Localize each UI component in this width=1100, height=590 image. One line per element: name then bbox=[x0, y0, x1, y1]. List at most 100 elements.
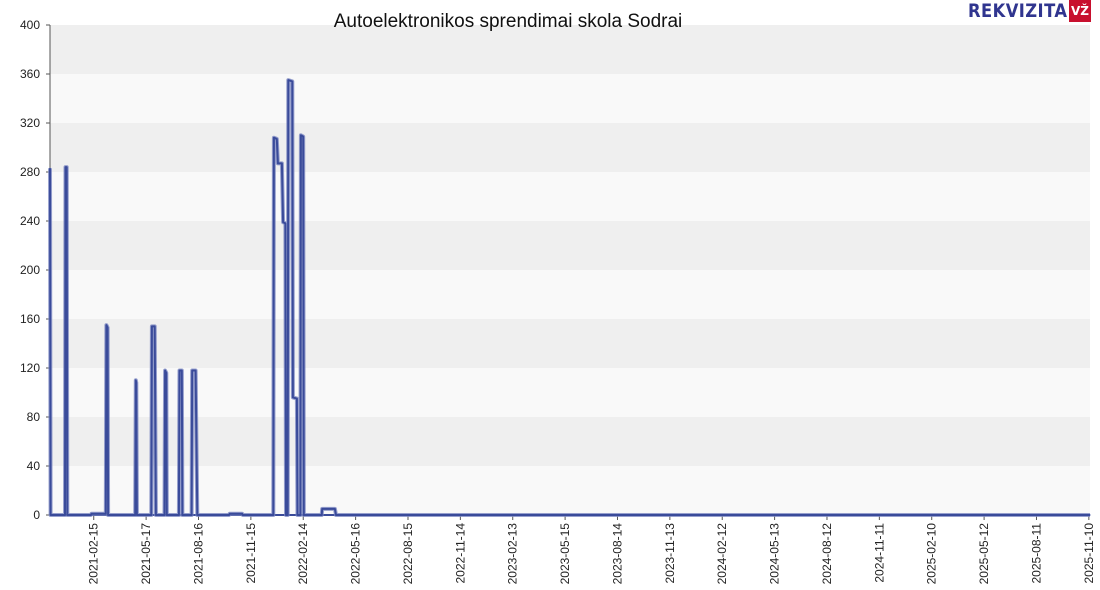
data-point bbox=[321, 514, 323, 516]
data-point bbox=[272, 514, 274, 516]
y-tick-label: 240 bbox=[20, 214, 40, 228]
data-point bbox=[276, 138, 278, 140]
data-point bbox=[150, 514, 152, 516]
y-tick-label: 40 bbox=[27, 459, 41, 473]
data-point bbox=[302, 135, 304, 138]
x-tick-label: 2024-11-11 bbox=[872, 523, 886, 583]
y-tick-label: 120 bbox=[20, 361, 40, 375]
data-point bbox=[281, 162, 283, 164]
x-tick-label: 2021-08-16 bbox=[191, 523, 205, 585]
y-tick-label: 80 bbox=[27, 410, 41, 424]
data-point bbox=[334, 508, 336, 510]
data-point bbox=[107, 327, 109, 329]
y-tick-label: 0 bbox=[33, 508, 40, 522]
x-tick-label: 2022-08-15 bbox=[401, 523, 415, 585]
x-tick-label: 2022-11-14 bbox=[453, 523, 467, 584]
data-point bbox=[296, 514, 299, 516]
x-tick-label: 2024-05-13 bbox=[768, 523, 782, 585]
data-point bbox=[284, 222, 286, 224]
data-point bbox=[228, 514, 230, 516]
y-tick-label: 280 bbox=[20, 165, 40, 179]
data-point bbox=[136, 514, 138, 516]
x-tick-label: 2025-02-10 bbox=[925, 523, 939, 585]
grid-band bbox=[50, 221, 1090, 270]
data-point bbox=[287, 514, 289, 516]
grid-band bbox=[50, 319, 1090, 368]
data-point bbox=[64, 166, 67, 168]
data-point bbox=[300, 134, 302, 136]
data-point bbox=[241, 513, 243, 515]
x-tick-label: 2025-08-11 bbox=[1029, 523, 1043, 584]
data-point bbox=[64, 514, 66, 516]
logo-text: REKVIZITAI bbox=[968, 0, 1074, 22]
x-tick-label: 2021-05-17 bbox=[139, 523, 153, 585]
data-point bbox=[242, 514, 244, 516]
series-layer bbox=[48, 78, 1091, 517]
x-tick-label: 2022-05-16 bbox=[349, 523, 363, 585]
data-point bbox=[299, 514, 301, 516]
data-point bbox=[292, 396, 294, 398]
data-point bbox=[191, 369, 193, 372]
data-point bbox=[135, 379, 137, 381]
x-tick-label: 2021-11-15 bbox=[244, 523, 258, 584]
data-point bbox=[90, 513, 92, 515]
data-point bbox=[277, 162, 279, 164]
data-point bbox=[107, 514, 109, 516]
y-tick-label: 400 bbox=[20, 18, 40, 32]
data-point bbox=[50, 514, 52, 516]
x-tick-label: 2021-02-15 bbox=[87, 523, 101, 585]
x-tick-label: 2023-11-13 bbox=[663, 523, 677, 584]
grid-band bbox=[50, 417, 1090, 466]
data-point bbox=[1089, 514, 1091, 516]
data-point bbox=[166, 514, 168, 516]
data-point bbox=[154, 325, 156, 327]
x-tick-label: 2023-05-15 bbox=[558, 523, 572, 585]
data-point bbox=[191, 514, 193, 516]
data-point bbox=[321, 508, 323, 510]
logo-badge: VŽ bbox=[1069, 0, 1091, 22]
rekvizitai-logo[interactable]: REKVIZITAI VŽ bbox=[968, 0, 1091, 22]
grid-band bbox=[50, 25, 1090, 74]
x-tick-label: 2024-08-12 bbox=[820, 523, 834, 585]
data-point bbox=[49, 167, 51, 169]
data-point bbox=[66, 514, 68, 516]
data-point bbox=[181, 514, 183, 516]
data-point bbox=[163, 514, 166, 516]
x-tick-label: 2025-05-12 bbox=[977, 523, 991, 585]
x-tick-label: 2023-08-14 bbox=[610, 523, 624, 585]
data-point bbox=[181, 369, 183, 372]
data-point bbox=[135, 382, 137, 384]
data-point bbox=[296, 398, 298, 400]
x-tick-label: 2025-11-10 bbox=[1082, 523, 1096, 584]
data-point bbox=[291, 80, 293, 82]
data-point bbox=[151, 325, 153, 327]
data-point bbox=[164, 369, 166, 372]
y-tick-label: 160 bbox=[20, 312, 40, 326]
data-point bbox=[178, 514, 180, 516]
data-point bbox=[303, 514, 305, 516]
y-tick-label: 320 bbox=[20, 116, 40, 130]
grid-bands bbox=[50, 25, 1090, 515]
data-point bbox=[105, 513, 107, 515]
data-point bbox=[273, 137, 275, 139]
y-axis: 0 40 80 120 160 200 240 280 320 360 400 bbox=[20, 18, 51, 522]
data-point bbox=[229, 513, 231, 515]
data-point bbox=[134, 514, 136, 516]
data-point bbox=[105, 324, 107, 326]
data-point bbox=[335, 514, 337, 516]
data-point bbox=[90, 514, 92, 516]
grid-band bbox=[50, 123, 1090, 172]
data-point bbox=[195, 369, 197, 372]
data-point bbox=[282, 221, 284, 223]
x-axis: 2021-02-15 2021-05-17 2021-08-16 2021-11-15… bbox=[50, 514, 1096, 585]
data-point bbox=[285, 514, 287, 516]
data-point bbox=[196, 514, 198, 516]
data-point bbox=[66, 166, 68, 168]
x-tick-label: 2022-02-14 bbox=[296, 523, 310, 585]
data-point bbox=[178, 369, 181, 372]
x-tick-label: 2024-02-12 bbox=[715, 523, 729, 585]
data-point bbox=[165, 372, 167, 374]
data-point bbox=[287, 79, 289, 81]
x-tick-label: 2023-02-13 bbox=[506, 523, 520, 585]
